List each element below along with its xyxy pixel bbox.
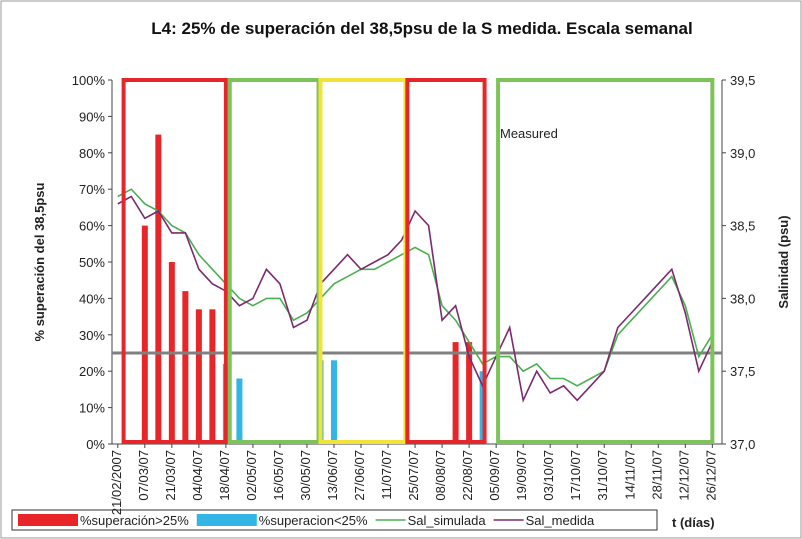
bar xyxy=(195,309,202,444)
region xyxy=(121,78,228,444)
x-tick-label: 26/12/07 xyxy=(703,450,718,501)
x-tick-label: 19/09/07 xyxy=(514,450,529,501)
y-axis-label: % superación del 38,5psu xyxy=(32,182,47,341)
region xyxy=(227,78,321,444)
x-tick-label: 18/04/07 xyxy=(217,450,232,501)
legend-label: Sal_medida xyxy=(526,513,595,528)
line xyxy=(117,195,714,403)
region xyxy=(496,78,715,444)
x-tick-label: 28/11/07 xyxy=(649,450,664,500)
legend-swatch xyxy=(18,514,78,526)
bar xyxy=(236,378,243,444)
x-tick-label: 21/03/07 xyxy=(163,450,178,501)
x-tick-label: 03/10/07 xyxy=(541,450,556,501)
x-tick-label: 16/05/07 xyxy=(271,450,286,501)
bar xyxy=(452,342,459,444)
bar xyxy=(141,225,148,444)
y-tick-label: 70% xyxy=(79,182,105,197)
line xyxy=(117,188,713,387)
y-tick-label: 50% xyxy=(79,255,105,270)
x-tick-label: 14/11/07 xyxy=(622,450,637,500)
x-tick-label: 02/05/07 xyxy=(244,450,259,501)
x-tick-label: 30/05/07 xyxy=(298,450,313,501)
x-tick-label: 12/12/07 xyxy=(676,450,691,501)
y2-tick-label: 37,5 xyxy=(730,364,755,379)
legend-swatch xyxy=(196,514,257,526)
x-tick-label: 31/10/07 xyxy=(595,450,610,501)
y2-tick-label: 39,0 xyxy=(730,146,755,161)
bar xyxy=(209,309,216,444)
x-tick-label: 07/03/07 xyxy=(136,450,151,501)
annotation: Measured xyxy=(500,126,558,141)
x-tick-label: 13/06/07 xyxy=(325,450,340,501)
y-tick-label: 60% xyxy=(79,219,105,234)
y-tick-label: 30% xyxy=(79,328,105,343)
y-tick-label: 0% xyxy=(86,437,105,452)
x-tick-label: 17/10/07 xyxy=(568,450,583,501)
legend-box xyxy=(11,509,658,531)
y2-tick-label: 38,0 xyxy=(730,291,755,306)
chart-title: L4: 25% de superación del 38,5psu de la … xyxy=(151,19,693,38)
bar xyxy=(330,360,337,444)
y2-tick-label: 38,5 xyxy=(730,219,755,234)
bar xyxy=(182,291,189,444)
x-tick-label: 21/02/2007 xyxy=(109,450,124,515)
x-tick-label: 25/07/07 xyxy=(406,450,421,501)
y-tick-label: 10% xyxy=(79,401,105,416)
y-tick-label: 80% xyxy=(79,146,105,161)
region xyxy=(405,78,487,444)
y-tick-label: 90% xyxy=(79,109,105,124)
bar xyxy=(155,134,162,444)
legend-label: %superación>25% xyxy=(80,513,189,528)
y2-axis-label: Salinidad (psu) xyxy=(776,215,791,308)
x-axis-label: t (días) xyxy=(672,515,715,530)
y2-tick-label: 39,5 xyxy=(730,73,755,88)
legend-label: Sal_simulada xyxy=(408,513,487,528)
x-tick-label: 05/09/07 xyxy=(487,450,502,501)
y-tick-label: 40% xyxy=(79,291,105,306)
x-tick-label: 08/08/07 xyxy=(433,450,448,501)
x-tick-label: 11/07/07 xyxy=(379,450,394,500)
legend-label: %superacion<25% xyxy=(259,513,368,528)
x-tick-label: 27/06/07 xyxy=(352,450,367,501)
y-tick-label: 20% xyxy=(79,364,105,379)
bar xyxy=(466,342,473,444)
x-tick-label: 04/04/07 xyxy=(190,450,205,501)
y-tick-label: 100% xyxy=(72,73,106,88)
x-tick-label: 22/08/07 xyxy=(460,450,475,501)
y2-tick-label: 37,0 xyxy=(730,437,755,452)
